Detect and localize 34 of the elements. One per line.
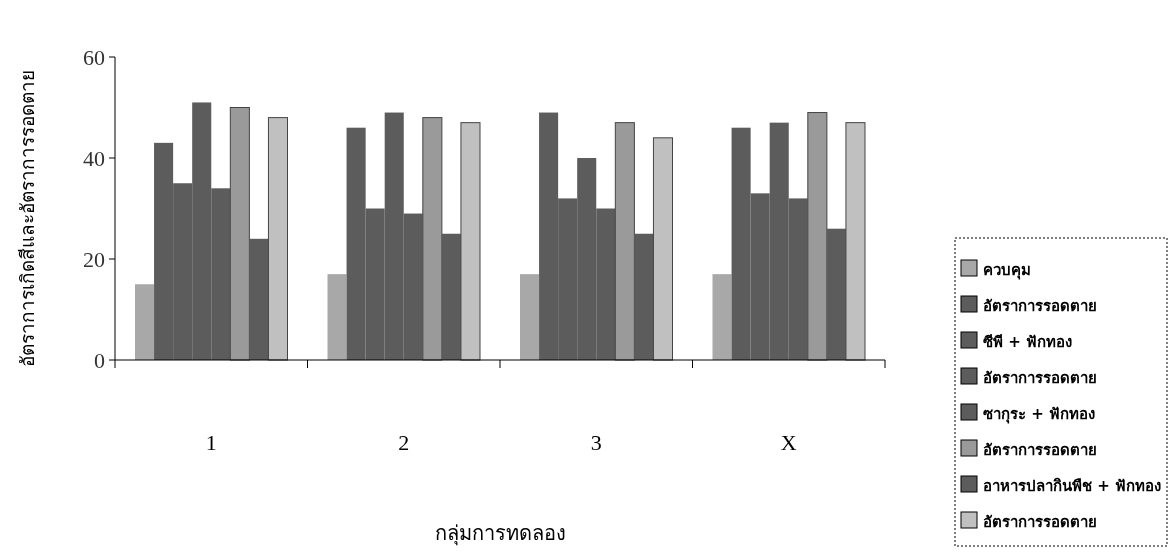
bar [422, 117, 443, 361]
bar [441, 233, 461, 360]
bar [520, 274, 540, 360]
x-axis-title: กลุ่มการทดลอง [434, 521, 566, 546]
bar [652, 137, 673, 361]
bar [327, 274, 347, 360]
bar [845, 122, 866, 361]
y-tick-label: 0 [94, 348, 105, 373]
bar [249, 238, 269, 360]
legend-label: อัตราการรอดตาย [983, 441, 1097, 459]
y-axis-title: อัตราการเกิดสีและอัตราการรอดตาย [16, 70, 38, 367]
x-tick-label: X [780, 430, 797, 455]
bar [712, 274, 732, 360]
x-tick-label: 3 [590, 430, 602, 455]
legend-label: อัตราการรอดตาย [983, 513, 1097, 531]
x-tick-label: 2 [398, 430, 410, 455]
y-tick-label: 20 [83, 247, 105, 272]
legend-label: อาหารปลากินพืช + ฟักทอง [983, 477, 1162, 495]
legend-label: อัตราการรอดตาย [983, 297, 1097, 315]
legend-label: ซากุระ + ฟักทอง [983, 405, 1096, 424]
y-tick-label: 40 [83, 146, 105, 171]
bar [634, 233, 654, 360]
y-tick-label: 60 [83, 45, 105, 70]
bar [229, 107, 250, 361]
bar [807, 112, 828, 361]
bar [460, 122, 481, 361]
legend-label: ควบคุม [983, 261, 1031, 280]
legend-label: ซีพี + ฟักทอง [983, 333, 1073, 351]
bar [135, 284, 155, 360]
x-tick-label: 1 [205, 430, 217, 455]
bar [826, 228, 846, 360]
bar [267, 117, 288, 361]
bar [614, 122, 635, 361]
legend-label: อัตราการรอดตาย [983, 369, 1097, 387]
